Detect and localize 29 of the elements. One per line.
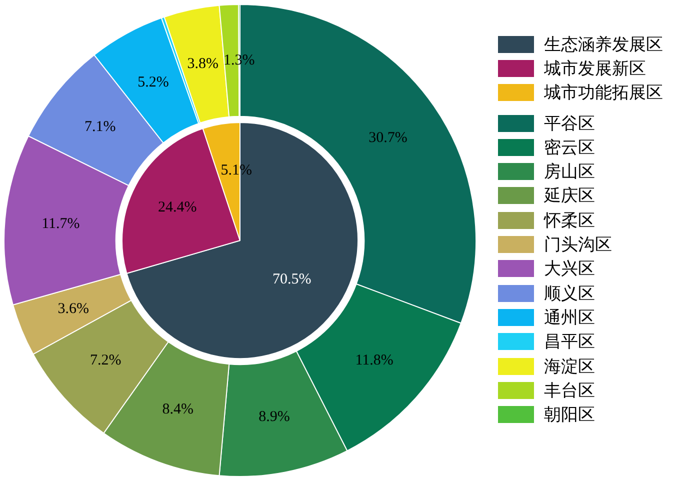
legend-label: 密云区 xyxy=(544,136,595,159)
data-label: 5.2% xyxy=(138,74,169,91)
legend-label: 昌平区 xyxy=(544,331,595,354)
legend-label: 大兴区 xyxy=(544,258,595,280)
data-label: 3.6% xyxy=(58,300,90,317)
legend-label: 朝阳区 xyxy=(544,404,595,426)
legend-label: 延庆区 xyxy=(544,185,595,208)
data-label: 11.7% xyxy=(42,216,80,232)
data-label: 30.7% xyxy=(368,130,408,146)
legend-label: 丰台区 xyxy=(544,380,595,402)
legend-label: 顺义区 xyxy=(544,282,595,305)
legend-label: 城市功能拓展区 xyxy=(544,82,663,104)
data-label: 70.5% xyxy=(272,271,312,288)
legend-label: 房山区 xyxy=(544,161,595,184)
legend-label: 生态涵养发展区 xyxy=(544,34,663,56)
legend-label: 怀柔区 xyxy=(544,210,595,232)
data-label: 11.8% xyxy=(355,352,394,368)
legend-label: 门头沟区 xyxy=(544,234,612,256)
data-label: 1.3% xyxy=(224,52,255,69)
data-label: 7.1% xyxy=(84,118,116,135)
data-label: 7.2% xyxy=(90,352,122,368)
data-label: 8.4% xyxy=(162,401,194,418)
data-label: 3.8% xyxy=(187,56,219,72)
legend-label: 平谷区 xyxy=(544,112,595,135)
legend-label: 城市发展新区 xyxy=(544,58,646,80)
data-label: 8.9% xyxy=(258,409,290,426)
legend-label: 海淀区 xyxy=(544,356,595,378)
legend-label: 通州区 xyxy=(544,306,595,329)
data-label: 24.4% xyxy=(158,200,197,216)
